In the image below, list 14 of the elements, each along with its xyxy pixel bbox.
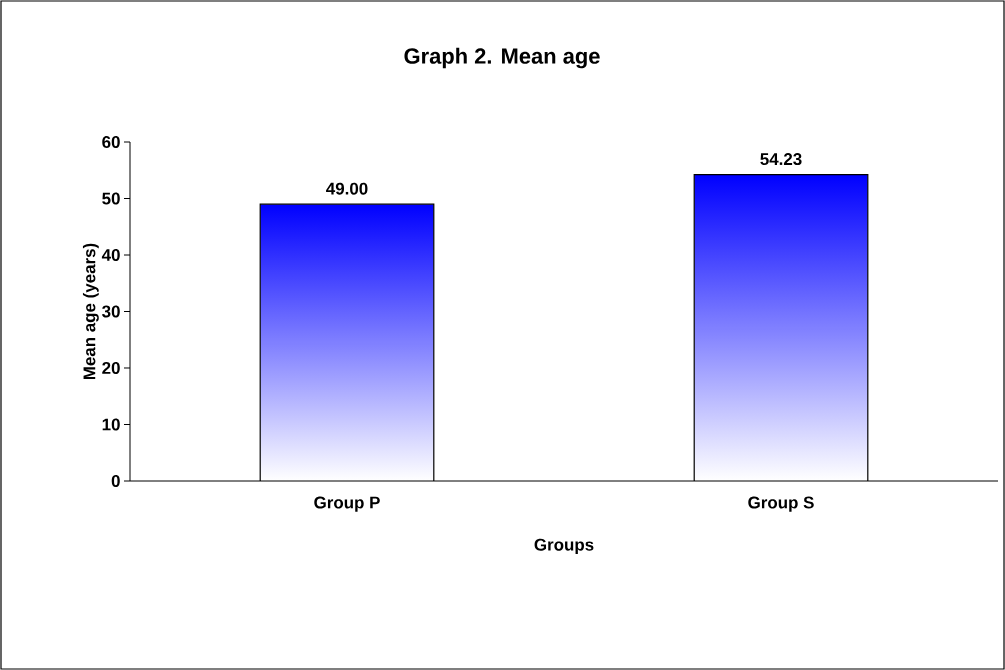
chart-title: Graph 2. Mean age bbox=[404, 47, 600, 69]
y-tick-label: 30 bbox=[102, 305, 120, 318]
x-tick-label: Group P bbox=[314, 496, 380, 512]
data-label: 49.00 bbox=[326, 182, 368, 195]
y-tick-label: 10 bbox=[102, 418, 120, 431]
y-tick-label: 60 bbox=[102, 136, 120, 148]
y-axis-title: Mean age (years) bbox=[82, 243, 99, 380]
y-tick-label: 40 bbox=[101, 249, 120, 261]
data-label: 54.23 bbox=[760, 153, 802, 166]
y-tick-label: 0 bbox=[111, 475, 120, 487]
x-axis-title: Groups bbox=[534, 538, 594, 555]
x-tick-label: Group S bbox=[748, 496, 814, 512]
y-tick-label: 50 bbox=[102, 192, 120, 205]
y-tick-label: 20 bbox=[102, 362, 120, 374]
